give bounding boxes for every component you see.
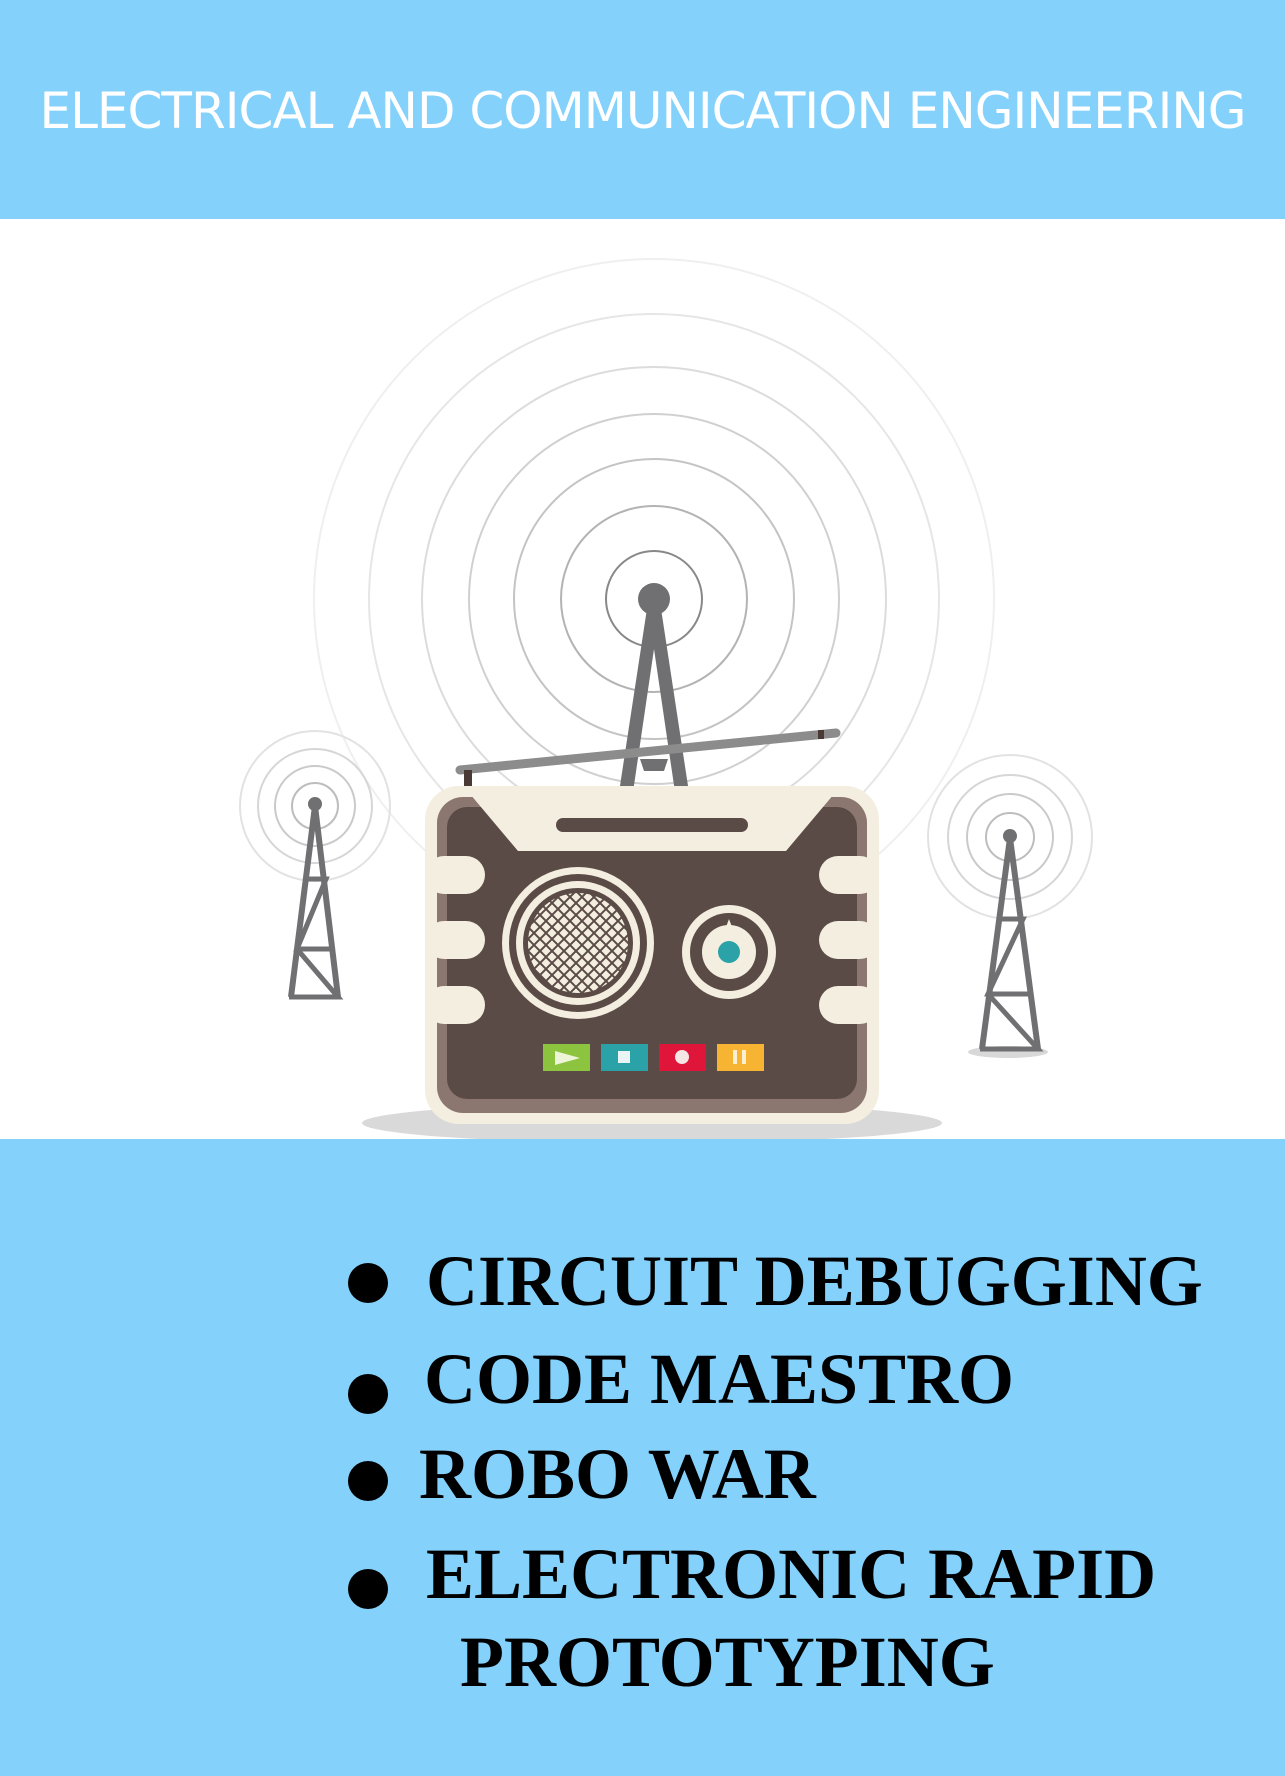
speaker-grille-icon: [502, 867, 654, 1019]
page-title: ELECTRICAL AND COMMUNICATION ENGINEERING: [39, 82, 1246, 140]
event-code-maestro: CODE MAESTRO: [424, 1339, 1015, 1419]
bullet-icon: [348, 1461, 388, 1501]
header-banner: ELECTRICAL AND COMMUNICATION ENGINEERING: [0, 0, 1285, 219]
stop-icon: [601, 1044, 648, 1071]
radio-tower-icon: [968, 829, 1048, 1058]
radio-scene: [239, 258, 1093, 1139]
event-electronic-rapid-prototyping: ELECTRONIC RAPID: [426, 1534, 1157, 1614]
event-circuit-debugging: CIRCUIT DEBUGGING: [426, 1241, 1203, 1321]
tuning-knob-icon: [682, 905, 776, 999]
event-electronic-rapid-prototyping-line2: PROTOTYPING: [460, 1622, 995, 1702]
radio-illustration: [0, 219, 1285, 1139]
radio-tower-icon: [288, 797, 344, 1000]
pause-icon: [717, 1044, 764, 1071]
bullet-icon: [348, 1374, 388, 1414]
signal-waves-icon: [239, 730, 391, 882]
antenna-icon: [455, 728, 841, 787]
record-icon: [659, 1044, 706, 1071]
bullet-icon: [348, 1263, 388, 1303]
events-panel: CIRCUIT DEBUGGING CODE MAESTRO ROBO WAR …: [0, 1139, 1285, 1776]
bullet-icon: [348, 1569, 388, 1609]
play-icon: [543, 1044, 590, 1071]
event-robo-war: ROBO WAR: [419, 1434, 816, 1514]
